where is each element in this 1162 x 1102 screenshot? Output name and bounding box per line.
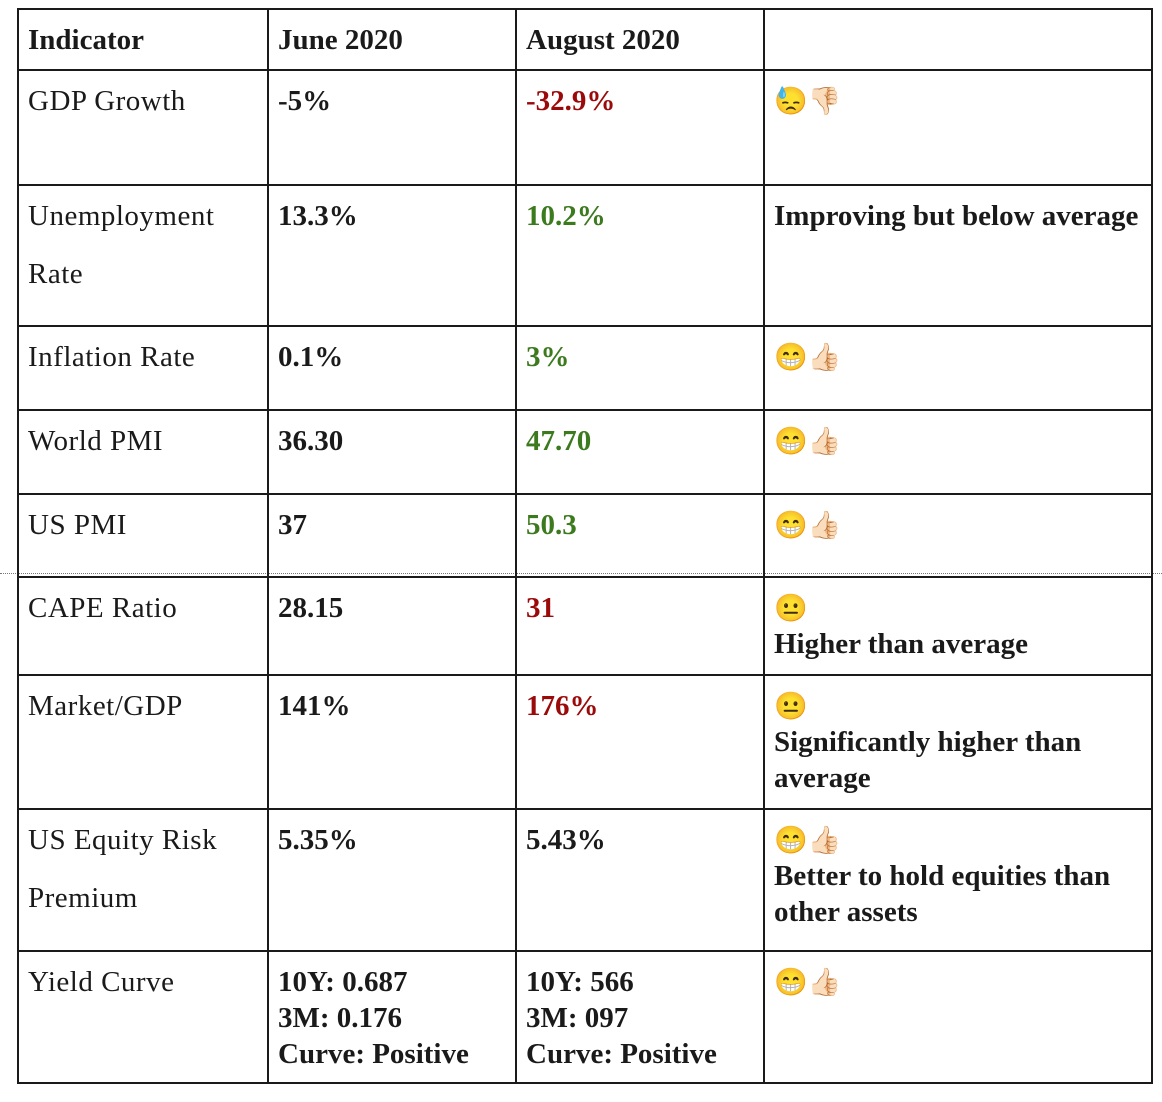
table-row: US PMI 37 50.3 😁👍🏻 <box>17 493 1153 578</box>
header-assessment <box>763 8 1153 71</box>
august-value: 10.2% <box>515 184 765 327</box>
neutral-face-icon: 😐 <box>774 593 808 623</box>
august-value: 5.43% <box>515 808 765 952</box>
header-indicator: Indicator <box>17 8 269 71</box>
june-value: 36.30 <box>267 409 517 495</box>
august-value: -32.9% <box>515 69 765 186</box>
august-value: 47.70 <box>515 409 765 495</box>
indicator-cell: Market/GDP <box>17 674 269 810</box>
assessment-note: Improving but below average <box>774 200 1139 232</box>
assessment-cell: 😁👍🏻 Better to hold equities than other a… <box>763 808 1153 952</box>
assessment-cell: 😁👍🏻 <box>763 325 1153 411</box>
header-row: Indicator June 2020 August 2020 <box>17 8 1153 71</box>
table-row: GDP Growth -5% -32.9% 😓👎🏻 <box>17 69 1153 186</box>
indicator-cell: US Equity Risk Premium <box>17 808 269 952</box>
assessment-cell: 😐 Significantly higher than average <box>763 674 1153 810</box>
sweat-thumbs-down-icon: 😓👎🏻 <box>774 86 842 116</box>
assessment-note: Significantly higher than average <box>774 726 1082 794</box>
august-value: 50.3 <box>515 493 765 578</box>
june-value: 5.35% <box>267 808 517 952</box>
neutral-face-icon: 😐 <box>774 691 808 721</box>
assessment-cell: 😁👍🏻 <box>763 950 1153 1084</box>
grin-thumbs-up-icon: 😁👍🏻 <box>774 510 842 540</box>
august-value: 176% <box>515 674 765 810</box>
table-row: Inflation Rate 0.1% 3% 😁👍🏻 <box>17 325 1153 411</box>
indicator-cell: Unemployment Rate <box>17 184 269 327</box>
assessment-note: Better to hold equities than other asset… <box>774 860 1111 928</box>
june-value: 37 <box>267 493 517 578</box>
june-value: 10Y: 0.687 3M: 0.176 Curve: Positive <box>267 950 517 1084</box>
table-row: CAPE Ratio 28.15 31 😐 Higher than averag… <box>17 576 1153 676</box>
june-value: 141% <box>267 674 517 810</box>
table-row: World PMI 36.30 47.70 😁👍🏻 <box>17 409 1153 495</box>
indicator-cell: GDP Growth <box>17 69 269 186</box>
assessment-cell: 😁👍🏻 <box>763 493 1153 578</box>
header-june-2020: June 2020 <box>267 8 517 71</box>
table-row: Market/GDP 141% 176% 😐 Significantly hig… <box>17 674 1153 810</box>
june-value: -5% <box>267 69 517 186</box>
june-value: 28.15 <box>267 576 517 676</box>
june-value: 13.3% <box>267 184 517 327</box>
indicator-cell: CAPE Ratio <box>17 576 269 676</box>
june-value: 0.1% <box>267 325 517 411</box>
august-value: 10Y: 566 3M: 097 Curve: Positive <box>515 950 765 1084</box>
header-august-2020: August 2020 <box>515 8 765 71</box>
grin-thumbs-up-icon: 😁👍🏻 <box>774 825 842 855</box>
august-value: 3% <box>515 325 765 411</box>
grin-thumbs-up-icon: 😁👍🏻 <box>774 342 842 372</box>
table-row: Yield Curve 10Y: 0.687 3M: 0.176 Curve: … <box>17 950 1153 1084</box>
assessment-cell: 😓👎🏻 <box>763 69 1153 186</box>
august-value: 31 <box>515 576 765 676</box>
assessment-note: Higher than average <box>774 628 1028 660</box>
indicator-cell: Yield Curve <box>17 950 269 1084</box>
assessment-cell: 😐 Higher than average <box>763 576 1153 676</box>
indicator-cell: US PMI <box>17 493 269 578</box>
assessment-cell: 😁👍🏻 <box>763 409 1153 495</box>
grin-thumbs-up-icon: 😁👍🏻 <box>774 967 842 997</box>
table-row: Unemployment Rate 13.3% 10.2% Improving … <box>17 184 1153 327</box>
indicator-cell: World PMI <box>17 409 269 495</box>
indicator-cell: Inflation Rate <box>17 325 269 411</box>
table-row: US Equity Risk Premium 5.35% 5.43% 😁👍🏻 B… <box>17 808 1153 952</box>
assessment-cell: Improving but below average <box>763 184 1153 327</box>
economic-indicators-table: Indicator June 2020 August 2020 GDP Grow… <box>17 8 1153 1084</box>
grin-thumbs-up-icon: 😁👍🏻 <box>774 426 842 456</box>
